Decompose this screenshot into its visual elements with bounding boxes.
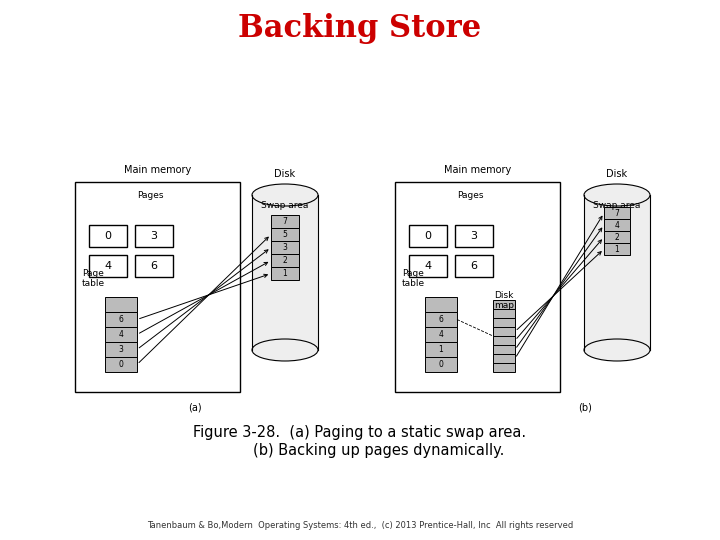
Text: 0: 0 [119, 360, 123, 369]
Ellipse shape [252, 339, 318, 361]
Bar [75, 182, 240, 392]
Bar [425, 312, 457, 327]
Bar [89, 255, 127, 277]
Text: Figure 3-28.  (a) Paging to a static swap area.: Figure 3-28. (a) Paging to a static swap… [194, 424, 526, 440]
Bar [493, 318, 515, 327]
Bar [425, 297, 457, 312]
Text: 0: 0 [425, 231, 431, 241]
Text: 3: 3 [150, 231, 158, 241]
Text: 4: 4 [615, 220, 619, 230]
Text: table: table [81, 280, 104, 288]
Bar [455, 255, 493, 277]
Text: Tanenbaum & Bo,Modern  Operating Systems: 4th ed.,  (c) 2013 Prentice-Hall, Inc : Tanenbaum & Bo,Modern Operating Systems:… [147, 521, 573, 530]
Bar [105, 327, 137, 342]
Text: 3: 3 [119, 345, 123, 354]
Bar [409, 255, 447, 277]
Text: 1: 1 [438, 345, 444, 354]
Text: (b) Backing up pages dynamically.: (b) Backing up pages dynamically. [216, 442, 504, 457]
Bar [493, 327, 515, 336]
Text: Swap area: Swap area [261, 200, 309, 210]
Text: 4: 4 [104, 261, 112, 271]
Bar [105, 357, 137, 372]
Bar [271, 215, 299, 228]
Text: (b): (b) [578, 403, 592, 413]
Text: Backing Store: Backing Store [238, 12, 482, 44]
Bar [105, 297, 137, 312]
Bar [425, 327, 457, 342]
Text: Swap area: Swap area [593, 200, 641, 210]
Ellipse shape [252, 184, 318, 206]
Bar [395, 182, 560, 392]
Text: Disk: Disk [606, 169, 628, 179]
Bar [455, 225, 493, 247]
Text: 2: 2 [615, 233, 619, 241]
Bar [425, 357, 457, 372]
Bar [271, 241, 299, 254]
Text: 3: 3 [282, 243, 287, 252]
Text: 6: 6 [150, 261, 158, 271]
Bar [271, 228, 299, 241]
Text: Disk: Disk [495, 292, 513, 300]
Bar [604, 207, 630, 219]
Text: Main memory: Main memory [444, 165, 511, 175]
Text: Disk: Disk [274, 169, 296, 179]
Bar [409, 225, 447, 247]
Text: 0: 0 [104, 231, 112, 241]
Bar [493, 354, 515, 363]
Bar [271, 267, 299, 280]
Ellipse shape [584, 184, 650, 206]
Text: Main memory: Main memory [124, 165, 191, 175]
Text: 6: 6 [119, 315, 123, 324]
Text: table: table [402, 280, 425, 288]
Text: 2: 2 [283, 256, 287, 265]
Bar [105, 312, 137, 327]
Text: Pages: Pages [137, 192, 163, 200]
Text: Page: Page [82, 269, 104, 279]
Text: map: map [494, 300, 514, 309]
Text: 1: 1 [615, 245, 619, 253]
Bar [493, 345, 515, 354]
Text: 0: 0 [438, 360, 444, 369]
Ellipse shape [584, 339, 650, 361]
Bar [89, 225, 127, 247]
Text: Pages: Pages [456, 192, 483, 200]
Text: 5: 5 [282, 230, 287, 239]
FancyBboxPatch shape [252, 195, 318, 350]
Bar [604, 243, 630, 255]
Text: Page: Page [402, 269, 424, 279]
Bar [493, 309, 515, 318]
Bar [135, 255, 173, 277]
Bar [493, 300, 515, 309]
Bar [135, 225, 173, 247]
Text: 3: 3 [470, 231, 477, 241]
Text: 6: 6 [438, 315, 444, 324]
Text: 4: 4 [438, 330, 444, 339]
Bar [425, 342, 457, 357]
Text: 4: 4 [119, 330, 123, 339]
Bar [271, 254, 299, 267]
Text: (a): (a) [188, 403, 202, 413]
Text: 1: 1 [283, 269, 287, 278]
FancyBboxPatch shape [584, 195, 650, 350]
Bar [493, 363, 515, 372]
Bar [604, 231, 630, 243]
Text: 7: 7 [282, 217, 287, 226]
Text: 6: 6 [470, 261, 477, 271]
Bar [604, 219, 630, 231]
Bar [105, 342, 137, 357]
Text: 7: 7 [615, 208, 619, 218]
Text: 4: 4 [424, 261, 431, 271]
Bar [493, 336, 515, 345]
